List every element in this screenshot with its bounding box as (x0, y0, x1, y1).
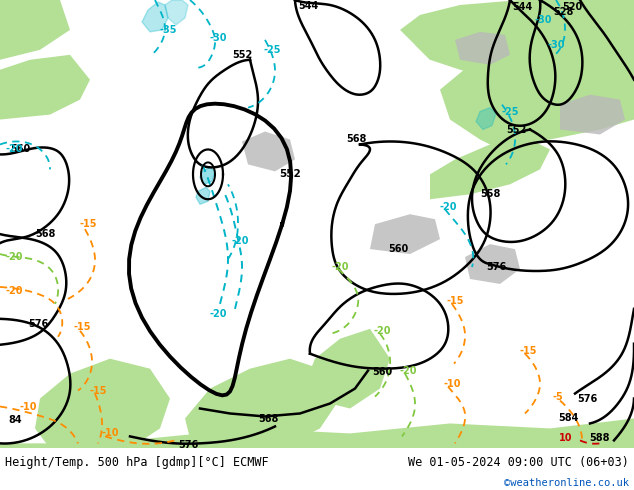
Text: 552: 552 (279, 170, 301, 179)
Text: -10: -10 (101, 428, 119, 439)
Text: -20: -20 (231, 236, 249, 246)
Polygon shape (165, 0, 188, 25)
Polygon shape (370, 214, 440, 254)
Text: Height/Temp. 500 hPa [gdmp][°C] ECMWF: Height/Temp. 500 hPa [gdmp][°C] ECMWF (5, 456, 269, 469)
Polygon shape (0, 418, 634, 448)
Text: -15: -15 (89, 386, 107, 395)
Text: 552: 552 (232, 50, 252, 60)
Text: 520: 520 (562, 2, 582, 12)
Text: We 01-05-2024 09:00 UTC (06+03): We 01-05-2024 09:00 UTC (06+03) (408, 456, 629, 469)
Text: 568: 568 (346, 134, 366, 145)
Text: 576: 576 (486, 262, 506, 272)
Text: 558: 558 (480, 189, 500, 199)
Text: 560: 560 (10, 145, 30, 154)
Text: -30: -30 (547, 40, 565, 50)
Text: -15: -15 (446, 296, 463, 306)
Polygon shape (196, 187, 210, 204)
Text: -30: -30 (209, 33, 227, 43)
Polygon shape (455, 32, 510, 65)
Text: 560: 560 (388, 244, 408, 254)
Text: 84: 84 (8, 416, 22, 425)
Text: 552: 552 (506, 124, 526, 135)
Polygon shape (0, 0, 70, 60)
Text: -30: -30 (534, 15, 552, 25)
Text: 528: 528 (553, 7, 573, 17)
Polygon shape (35, 359, 170, 448)
Text: ©weatheronline.co.uk: ©weatheronline.co.uk (504, 477, 629, 488)
Polygon shape (305, 329, 390, 409)
Text: 560: 560 (372, 367, 392, 377)
Text: -20: -20 (399, 366, 417, 376)
Text: -25: -25 (501, 107, 519, 117)
Polygon shape (465, 244, 520, 284)
Text: -20: -20 (209, 309, 227, 319)
Text: -20: -20 (5, 145, 22, 154)
Polygon shape (185, 359, 340, 448)
Text: -20: -20 (331, 262, 349, 272)
Polygon shape (510, 0, 634, 50)
Text: 588: 588 (590, 433, 611, 443)
Polygon shape (242, 131, 295, 172)
Polygon shape (200, 168, 215, 184)
Text: -15: -15 (79, 219, 97, 229)
Text: 568: 568 (35, 229, 55, 239)
Polygon shape (476, 108, 496, 129)
Text: -20: -20 (373, 326, 391, 336)
Text: -15: -15 (519, 346, 537, 356)
Polygon shape (560, 95, 625, 135)
Text: 568: 568 (258, 415, 278, 424)
Polygon shape (415, 5, 580, 80)
Text: -15: -15 (74, 322, 91, 332)
Text: 544: 544 (298, 1, 318, 11)
Text: -20: -20 (439, 202, 456, 212)
Text: 576: 576 (28, 319, 48, 329)
Text: -20: -20 (5, 286, 22, 296)
Polygon shape (440, 30, 634, 149)
Text: -10: -10 (19, 401, 37, 412)
Text: 576: 576 (178, 441, 198, 450)
Text: 10: 10 (559, 433, 573, 443)
Text: -5: -5 (553, 392, 564, 401)
Text: -10: -10 (443, 379, 461, 389)
Text: 576: 576 (577, 393, 597, 404)
Polygon shape (430, 140, 550, 199)
Polygon shape (0, 55, 90, 120)
Text: 544: 544 (512, 2, 532, 12)
Text: -35: -35 (159, 25, 177, 35)
Text: -25: -25 (263, 45, 281, 55)
Text: 584: 584 (558, 414, 578, 423)
Text: -20: -20 (5, 252, 22, 262)
Polygon shape (142, 2, 168, 32)
Polygon shape (400, 0, 634, 60)
